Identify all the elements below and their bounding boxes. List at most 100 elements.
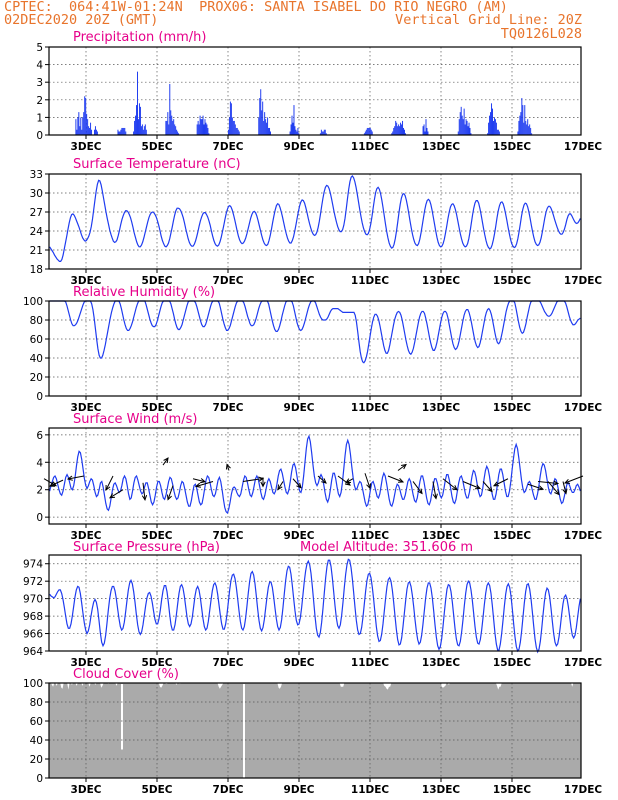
cloud-xtick-label-0: 3DEC [71,784,102,796]
precip-bar-485 [523,122,525,135]
precip-bar-255 [298,133,300,135]
temp-xtick-label-4: 11DEC [351,275,390,287]
humidity-xtick-label-1: 5DEC [142,402,173,414]
cloud-ytick-label-4: 80 [30,697,43,709]
precip-bar-161 [206,124,208,135]
precip-bar-364 [404,133,406,135]
precip-bar-427 [466,120,468,135]
precip-xtick-label-1: 5DEC [142,141,173,153]
precip-bar-329 [370,129,372,135]
precip-bar-130 [176,129,178,135]
precip-bar-77 [124,127,126,135]
wind-ytick-label-3: 6 [36,430,43,442]
precip-bar-132 [178,133,180,135]
cloud-xtick-label-3: 9DEC [284,784,315,796]
precip-bar-92 [138,103,140,135]
wind-xtick-label-0: 3DEC [71,530,102,542]
precip-bar-162 [207,127,209,135]
wind-arrowhead-4 [109,493,116,499]
precip-bar-492 [530,127,532,135]
precip-bar-493 [531,133,533,135]
wind-arrowhead-31 [563,478,571,484]
wind-arrowhead-13 [277,484,283,491]
precip-bar-459 [497,129,499,135]
precip-bar-34 [82,117,84,135]
wind-arrowhead-21 [417,488,423,495]
precip-xtick-label-7: 17DEC [564,141,603,153]
precip-bar-483 [521,98,523,135]
humidity-ytick-label-2: 40 [30,353,43,365]
precip-bar-87 [134,120,136,135]
pressure-xtick-label-6: 15DEC [493,657,532,669]
precip-ytick-label-4: 4 [36,60,43,72]
precip-bar-357 [398,124,400,135]
humidity-xtick-label-7: 17DEC [564,402,603,414]
precip-bar-187 [231,117,233,135]
precip-bar-282 [324,129,326,135]
cloud-xtick-label-6: 15DEC [493,784,532,796]
wind-arrow-28 [537,480,559,484]
humidity-xtick-label-5: 13DEC [422,402,461,414]
temp-ytick-label-2: 24 [30,226,44,238]
header-line-1: CPTEC: 064:41W-01:24N PROX06: SANTA ISAB… [4,0,508,15]
precip-bar-76 [123,127,125,135]
precip-bar-152 [197,120,199,135]
precip-bar-27 [75,119,77,135]
precip-bar-448 [487,133,489,135]
wind-arrowhead-16 [345,480,351,486]
wind-arrow-13 [277,481,284,490]
wind-arrowhead-17 [345,478,352,484]
wind-frame [48,427,582,525]
precip-xtick-label-3: 9DEC [284,141,315,153]
temp-xtick-label-7: 17DEC [564,275,603,287]
cloud-xtick-label-2: 7DEC [213,784,244,796]
wind-arrow-8 [192,478,206,483]
precip-bar-219 [263,120,265,135]
wind-arrowhead-2 [66,475,73,481]
wind-arrow-24 [462,481,481,489]
precip-bar-31 [79,126,81,135]
wind-xtick-label-2: 7DEC [213,530,244,542]
precip-bar-37 [85,98,87,135]
wind-arrow-1 [49,479,64,487]
precip-bar-352 [393,127,395,135]
precip-bar-98 [144,124,146,135]
precip-bar-73 [120,129,122,135]
precip-bar-451 [490,112,492,135]
pressure-xtick-label-5: 13DEC [422,657,461,669]
precip-bar-360 [401,124,403,135]
precip-xtick-label-6: 15DEC [493,141,532,153]
wind-arrowhead-27 [537,485,545,491]
precip-bar-326 [367,127,369,135]
wind-arrow-23 [442,478,458,491]
wind-arrow-27 [527,483,544,490]
precip-bar-29 [77,117,79,135]
precip-bar-43 [91,129,93,135]
precip-bar-151 [196,124,198,135]
wind-series-line [49,434,581,515]
pressure-xtick-label-1: 5DEC [142,657,173,669]
precip-bar-280 [322,131,324,135]
precip-bar-353 [394,126,396,135]
precip-bar-131 [177,131,179,135]
precip-bar-450 [489,115,491,135]
precip-bar-70 [117,129,119,135]
precip-bar-39 [87,119,89,135]
precip-bar-157 [202,115,204,135]
precip-bar-86 [133,131,135,135]
humidity-title: Relative Humidity (%) [73,285,215,300]
precip-bar-89 [136,105,138,135]
wind-arrowhead-23 [451,485,458,491]
precip-bar-423 [462,119,464,135]
precip-bar-156 [201,119,203,135]
precip-bar-75 [122,127,124,135]
humidity-xtick-label-4: 11DEC [351,402,390,414]
precip-bar-221 [265,119,267,135]
cloud-area [49,683,581,778]
pressure-frame [48,554,582,652]
precip-bar-251 [294,126,296,135]
wind-ytick-label-2: 4 [36,457,43,469]
precip-bar-385 [425,119,427,135]
precip-bar-41 [89,127,91,135]
precip-xtick-label-4: 11DEC [351,141,390,153]
